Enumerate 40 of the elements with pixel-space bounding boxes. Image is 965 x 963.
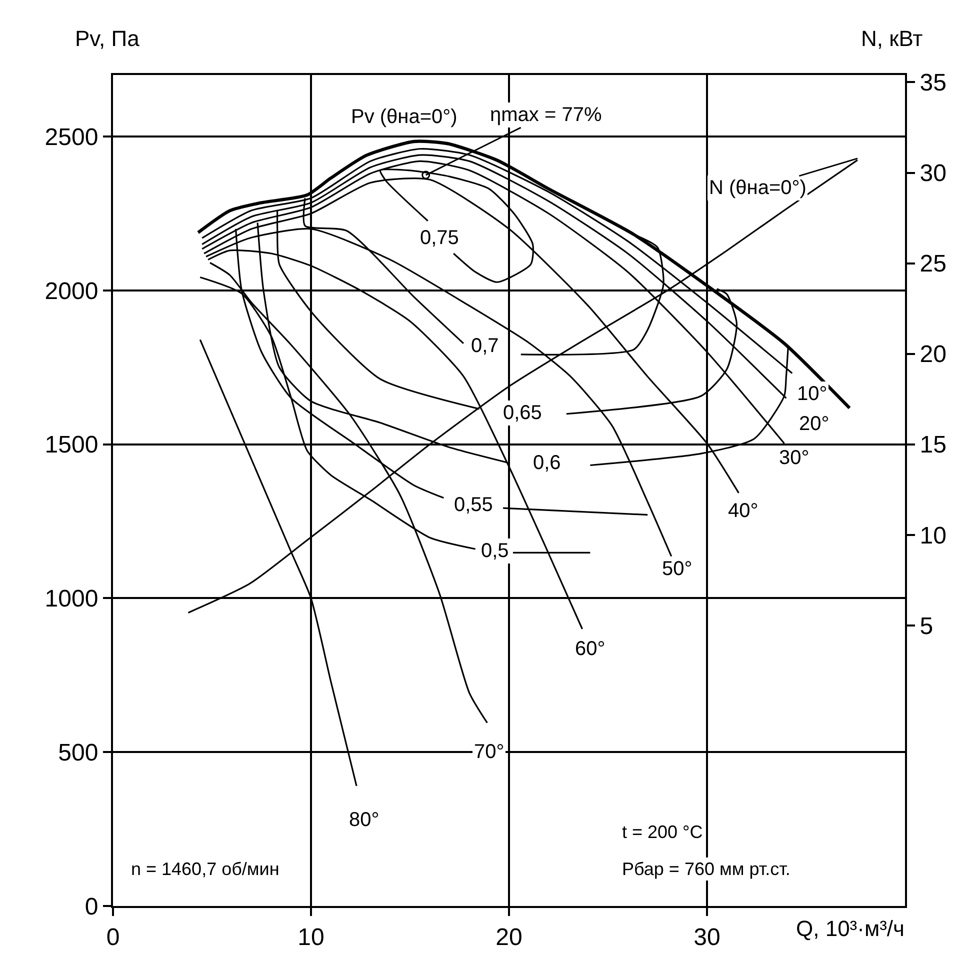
x-tick-label: 30 (694, 924, 720, 951)
x-tick-label: 0 (106, 924, 120, 951)
annotation: 0,6 (533, 452, 561, 474)
y2-axis-title: N, кВт (861, 26, 923, 51)
y-tick-label: 1000 (44, 586, 98, 613)
y-axis-title: Pv, Па (75, 26, 140, 51)
annotation: N (θна=0°) (709, 177, 806, 199)
y2-tick-label: 30 (920, 160, 947, 188)
y-tick-label: 0 (84, 893, 98, 920)
annotation: 80° (349, 809, 380, 831)
annotation: 20° (799, 413, 830, 435)
annotation: Рбар = 760 мм рт.ст. (622, 859, 790, 879)
annotation: 0,5 (481, 540, 509, 562)
annotation: 30° (779, 447, 810, 469)
annotation: 70° (474, 741, 504, 763)
annotation: 0,55 (454, 494, 493, 516)
annotation: 60° (575, 638, 606, 660)
y2-tick-label: 20 (920, 341, 947, 368)
y2-tick-label: 5 (920, 612, 934, 640)
annotation: Pv (θна=0°) (351, 106, 458, 128)
x-axis-title: Q, 10³·м³/ч (796, 916, 904, 941)
annotation: n = 1460,7 об/мин (131, 859, 280, 879)
y-tick-label: 500 (58, 740, 98, 767)
annotation: t = 200 °C (622, 822, 703, 842)
annotation: 0,75 (420, 227, 459, 249)
annotation: 50° (662, 558, 692, 580)
y2-tick-label: 10 (920, 522, 947, 550)
annotation: 40° (728, 500, 758, 522)
y2-tick-label: 25 (920, 250, 947, 278)
annotation: 0,7 (471, 335, 499, 357)
y-tick-label: 2000 (44, 278, 98, 305)
y2-tick-label: 15 (920, 432, 947, 459)
y2-tick-label: 35 (920, 70, 947, 97)
annotation: 0,65 (503, 402, 542, 424)
annotation: ηmax = 77% (490, 104, 602, 126)
annotation: 10° (797, 383, 828, 405)
y-tick-label: 1500 (44, 432, 98, 459)
x-tick-label: 20 (496, 924, 522, 951)
x-tick-label: 10 (298, 924, 324, 951)
y-tick-label: 2500 (44, 124, 98, 151)
